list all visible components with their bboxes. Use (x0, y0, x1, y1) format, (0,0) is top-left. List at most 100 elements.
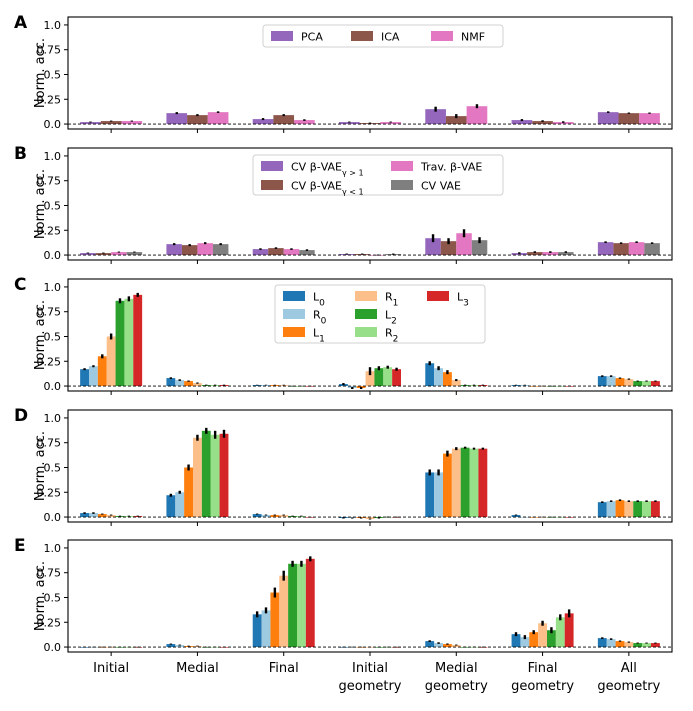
bar (261, 610, 271, 648)
legend: PCA ICA NMF (262, 24, 504, 48)
legend-label: L0 (313, 291, 325, 309)
bar (425, 238, 441, 256)
legend-swatch (427, 291, 449, 301)
bar (279, 515, 289, 518)
y-tick-label: 0.75 (37, 306, 62, 319)
y-tick-label: 0.25 (37, 224, 62, 237)
bar (469, 448, 479, 518)
bar (547, 517, 556, 518)
bar (374, 368, 384, 387)
legend-label: CV β-VAEγ < 1 (291, 180, 364, 197)
panel-e: E Norm. acc. 0.0 0.25 0.5 0.75 1.0 (14, 536, 673, 656)
bar (111, 252, 127, 256)
bar (451, 448, 461, 518)
bar (383, 367, 393, 387)
x-tick-label: All (621, 661, 637, 676)
legend-label: R1 (385, 291, 398, 309)
bar (456, 233, 472, 256)
bar (511, 120, 533, 125)
bar (520, 385, 530, 387)
bar (175, 492, 185, 518)
bar (175, 645, 185, 648)
bar (425, 109, 446, 125)
bar (642, 381, 651, 387)
bar (365, 517, 375, 520)
bar (181, 245, 198, 256)
bar (299, 250, 315, 256)
x-tick-label-second-line: geometry (511, 679, 574, 694)
bar (297, 386, 306, 387)
x-tick-label: Medial (435, 661, 478, 676)
y-tick-label: 0.5 (44, 199, 62, 212)
bar (268, 248, 284, 256)
bar (380, 122, 401, 125)
bar (606, 639, 616, 648)
bar (443, 644, 452, 648)
bar (184, 467, 193, 518)
bar (613, 243, 629, 256)
bar (305, 558, 315, 648)
bar (392, 369, 401, 387)
bar (558, 252, 574, 256)
x-tick-label: Medial (176, 661, 219, 676)
bar (434, 472, 443, 518)
bar (538, 623, 547, 648)
legend-swatch (283, 291, 305, 301)
legend-box (262, 24, 504, 48)
bar (471, 240, 488, 256)
y-tick-label: 0.0 (44, 511, 62, 524)
bar (166, 378, 176, 387)
bar (425, 363, 435, 387)
y-tick-label: 0.0 (44, 641, 62, 654)
y-tick-label: 1.0 (44, 412, 62, 425)
y-tick-label: 0.5 (44, 461, 62, 474)
bar (297, 516, 306, 518)
bar (633, 501, 643, 518)
bar (193, 383, 202, 387)
bar (133, 647, 143, 648)
panel-label: B (14, 144, 27, 164)
bar (597, 112, 619, 125)
bar (288, 563, 297, 648)
bar (261, 515, 271, 518)
bar (511, 253, 528, 256)
bar (597, 376, 607, 387)
bar (547, 386, 556, 387)
bar (201, 385, 211, 387)
bar (597, 242, 614, 256)
legend-label: L1 (313, 327, 325, 345)
x-tick-label-second-line: geometry (597, 679, 660, 694)
bar (166, 644, 176, 648)
bar (124, 298, 134, 387)
legend-label: Trav. β-VAE (420, 161, 482, 174)
bar (270, 515, 280, 518)
bar (252, 385, 262, 387)
legend-label: ICA (381, 31, 400, 44)
y-tick-label: 0.25 (37, 616, 62, 629)
panel-label: E (14, 536, 26, 556)
y-tick-label: 0.5 (44, 68, 62, 81)
bar (133, 516, 143, 518)
bar (219, 385, 229, 387)
bar (197, 243, 213, 256)
bar (615, 378, 625, 387)
bar (538, 517, 547, 518)
y-axis-label: Norm. acc. (33, 561, 48, 631)
bar (252, 249, 269, 256)
legend-label: CV β-VAEγ > 1 (291, 161, 364, 178)
bar (511, 515, 521, 518)
bar (606, 501, 616, 518)
legend-swatch (351, 31, 373, 41)
bar (339, 122, 360, 125)
bar (642, 501, 651, 518)
bar (615, 500, 625, 518)
legend-swatch (391, 180, 413, 190)
y-tick-label: 0.0 (44, 118, 62, 131)
x-tick-label-second-line: geometry (425, 679, 488, 694)
y-tick-label: 0.25 (37, 355, 62, 368)
bar (279, 385, 289, 387)
legend-swatch (283, 309, 305, 319)
bar (478, 448, 488, 518)
bar (166, 495, 176, 518)
legend-swatch (261, 161, 283, 171)
